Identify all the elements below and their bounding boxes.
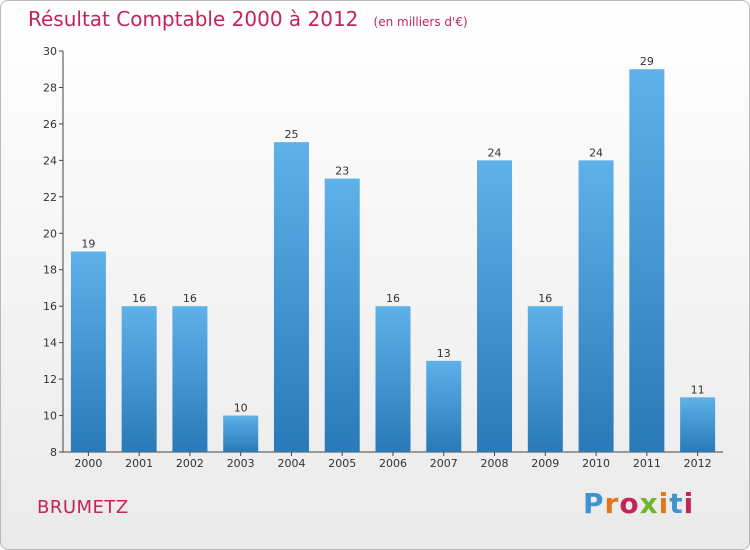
y-tick-label: 12 bbox=[43, 373, 57, 386]
logo-letter: P bbox=[583, 487, 605, 520]
value-label-2010: 24 bbox=[589, 146, 603, 159]
bar-2010 bbox=[578, 160, 614, 452]
y-tick-label: 10 bbox=[43, 410, 57, 423]
value-label-2008: 24 bbox=[488, 146, 502, 159]
value-label-2000: 19 bbox=[81, 238, 95, 251]
y-tick-label: 24 bbox=[43, 154, 57, 167]
x-tick-label-2005: 2005 bbox=[328, 457, 356, 470]
value-label-2002: 16 bbox=[183, 292, 197, 305]
y-tick-label: 18 bbox=[43, 264, 57, 277]
value-label-2003: 10 bbox=[234, 402, 248, 415]
bar-2009 bbox=[527, 306, 563, 452]
x-tick-label-2007: 2007 bbox=[430, 457, 458, 470]
x-tick-label-2003: 2003 bbox=[227, 457, 255, 470]
x-tick-label-2006: 2006 bbox=[379, 457, 407, 470]
value-label-2006: 16 bbox=[386, 292, 400, 305]
x-tick-label-2011: 2011 bbox=[633, 457, 661, 470]
bars bbox=[70, 69, 716, 453]
bar-2006 bbox=[375, 306, 411, 452]
logo-letter: o bbox=[619, 487, 640, 520]
bar-2002 bbox=[172, 306, 208, 452]
y-tick-label: 8 bbox=[50, 446, 57, 459]
y-tick-label: 22 bbox=[43, 191, 57, 204]
bar-2000 bbox=[70, 251, 106, 452]
bar-2011 bbox=[629, 69, 665, 453]
value-label-2004: 25 bbox=[284, 128, 298, 141]
y-tick-label: 14 bbox=[43, 337, 57, 350]
y-tick-label: 16 bbox=[43, 300, 57, 313]
x-tick-label-2010: 2010 bbox=[582, 457, 610, 470]
value-label-2009: 16 bbox=[538, 292, 552, 305]
bar-2007 bbox=[426, 360, 462, 452]
logo-letter: i bbox=[658, 487, 670, 520]
proxiti-logo: Proxiti bbox=[583, 487, 694, 520]
chart-title: Résultat Comptable 2000 à 2012 bbox=[28, 7, 359, 31]
logo-letter: r bbox=[604, 487, 620, 520]
x-tick-label-2004: 2004 bbox=[277, 457, 305, 470]
value-label-2005: 23 bbox=[335, 165, 349, 178]
x-tick-label-2008: 2008 bbox=[481, 457, 509, 470]
logo-letter: t bbox=[669, 487, 684, 520]
bar-2008 bbox=[477, 160, 513, 452]
value-label-2012: 11 bbox=[691, 383, 705, 396]
title-row: Résultat Comptable 2000 à 2012 (en milli… bbox=[28, 7, 468, 31]
logo-letter: i bbox=[683, 487, 695, 520]
value-label-2011: 29 bbox=[640, 55, 654, 68]
bar-2004 bbox=[273, 142, 309, 453]
y-tick-label: 30 bbox=[43, 45, 57, 58]
labels: 19 2000 16 2001 16 2002 10 2003 25 2004 23 2005 16 20… bbox=[74, 55, 711, 470]
x-tick-label-2009: 2009 bbox=[531, 457, 559, 470]
value-label-2001: 16 bbox=[132, 292, 146, 305]
x-tick-label-2002: 2002 bbox=[176, 457, 204, 470]
bar-2005 bbox=[324, 178, 360, 452]
x-tick-label-2001: 2001 bbox=[125, 457, 153, 470]
commune-name: BRUMETZ bbox=[37, 497, 129, 518]
logo-letter: x bbox=[639, 487, 659, 520]
bar-2003 bbox=[223, 415, 259, 452]
chart-subtitle: (en milliers d'€) bbox=[373, 15, 468, 29]
x-tick-label-2000: 2000 bbox=[74, 457, 102, 470]
x-tick-label-2012: 2012 bbox=[684, 457, 712, 470]
bar-2001 bbox=[121, 306, 157, 452]
y-tick-label: 28 bbox=[43, 81, 57, 94]
y-tick-label: 26 bbox=[43, 118, 57, 131]
y-tick-label: 20 bbox=[43, 227, 57, 240]
bar-2012 bbox=[680, 397, 716, 452]
value-label-2007: 13 bbox=[437, 347, 451, 360]
